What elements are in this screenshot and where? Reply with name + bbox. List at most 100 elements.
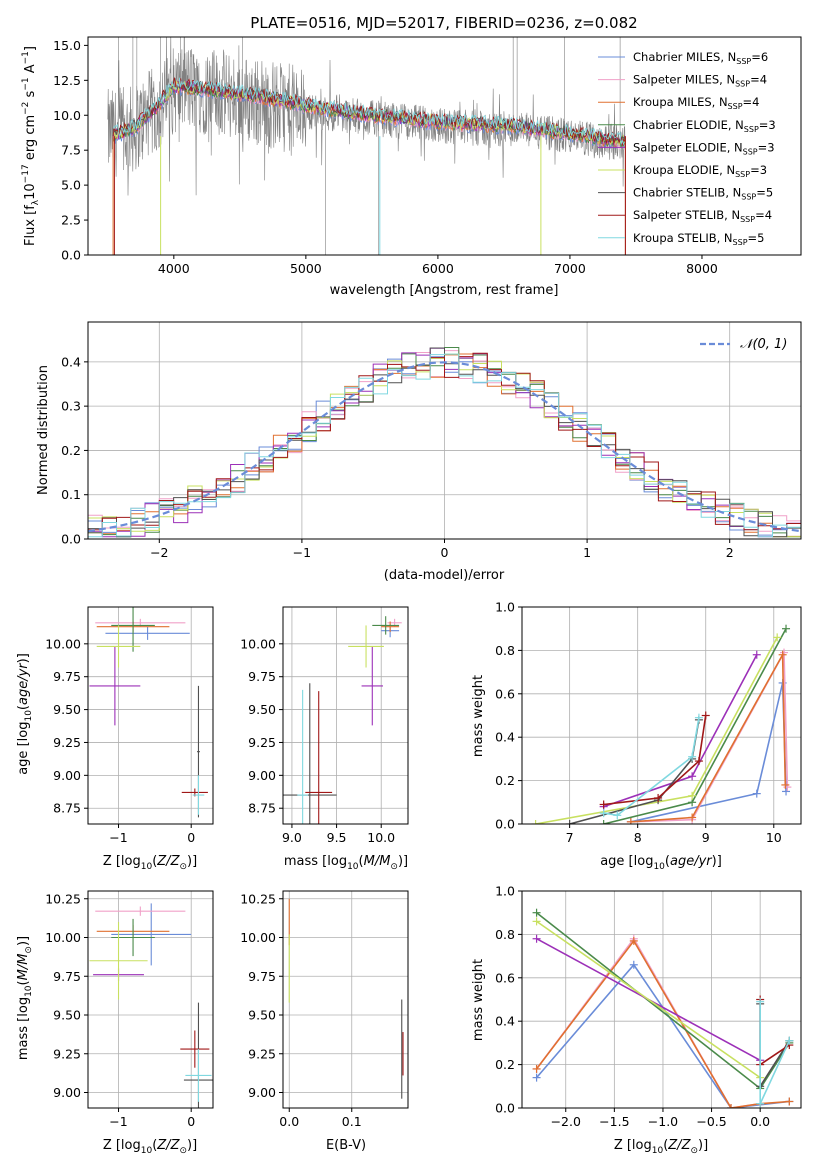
mass-weight-marker bbox=[599, 820, 608, 824]
legend-label: Salpeter STELIB, NSSP=4 bbox=[633, 208, 772, 224]
y-tick-label: 7.5 bbox=[61, 143, 81, 158]
errorbar-point bbox=[89, 922, 148, 1000]
spectrum-title: PLATE=0516, MJD=52017, FIBERID=0236, z=0… bbox=[250, 14, 637, 32]
y-tick-label: 0.4 bbox=[495, 1014, 515, 1029]
age-z-xlabel: Z [log10(Z/Z⊙)] bbox=[103, 854, 197, 872]
mass-z-xlabel: Z [log10(Z/Z⊙)] bbox=[103, 1138, 197, 1156]
mass-weight-line bbox=[759, 1001, 791, 1105]
legend-label: Kroupa ELODIE, NSSP=3 bbox=[633, 163, 767, 179]
x-tick-label: −2 bbox=[150, 545, 168, 560]
weight-age-ylabel: mass weight bbox=[471, 675, 486, 757]
y-tick-label: 9.00 bbox=[53, 768, 81, 783]
mass-weight-marker bbox=[531, 820, 540, 824]
legend-label: Salpeter MILES, NSSP=4 bbox=[633, 73, 767, 89]
mass-weight-marker bbox=[532, 1064, 541, 1073]
errorbar-point bbox=[348, 625, 384, 668]
y-tick-label: 0.6 bbox=[495, 970, 515, 985]
x-tick-label: 9.0 bbox=[282, 830, 302, 845]
mass-weight-marker bbox=[532, 1073, 541, 1082]
mass-weight-marker bbox=[688, 752, 697, 761]
errorbar-point bbox=[192, 775, 205, 815]
spectrum-panel: PLATE=0516, MJD=52017, FIBERID=0236, z=0… bbox=[21, 14, 802, 298]
model-spectrum-line bbox=[112, 79, 626, 147]
mass-weight-line bbox=[603, 654, 758, 808]
mass-weight-line bbox=[535, 939, 790, 1108]
x-tick-label: 7000 bbox=[554, 261, 586, 276]
y-tick-label: 0.2 bbox=[495, 1057, 515, 1072]
residuals-panel: −2 −1 0 1 2 0.0 0.1 0.2 0.3 0.4 (data-model)/erro… bbox=[36, 321, 802, 583]
errorbar-point bbox=[105, 626, 190, 640]
y-tick-label: 1.0 bbox=[495, 600, 515, 615]
spectrum-legend: Chabrier MILES, NSSP=6 Salpeter MILES, NS… bbox=[598, 50, 776, 247]
spectrum-xlabel: wavelength [Angstrom, rest frame] bbox=[330, 283, 559, 298]
y-tick-label: 10.00 bbox=[45, 636, 81, 651]
y-tick-label: 9.25 bbox=[248, 735, 276, 750]
mass-weight-marker bbox=[752, 650, 761, 659]
y-tick-label: 8.75 bbox=[53, 801, 81, 816]
y-tick-label: 1.0 bbox=[495, 884, 515, 899]
errorbar-point bbox=[185, 1049, 212, 1102]
weight-age-xlabel: age [log10(age/yr)] bbox=[600, 854, 722, 872]
residual-histogram bbox=[88, 352, 801, 531]
legend-label: Salpeter ELODIE, NSSP=3 bbox=[633, 140, 775, 156]
y-tick-label: 10.25 bbox=[45, 891, 81, 906]
y-tick-label: 9.00 bbox=[248, 1085, 276, 1100]
y-tick-label: 9.25 bbox=[53, 735, 81, 750]
x-tick-label: 0.1 bbox=[342, 1114, 362, 1129]
mass-weight-marker bbox=[599, 809, 608, 818]
x-tick-label: 5000 bbox=[290, 261, 322, 276]
y-tick-label: 9.75 bbox=[53, 669, 81, 684]
y-tick-label: 0.3 bbox=[61, 399, 81, 414]
mass-weight-marker bbox=[785, 1097, 794, 1106]
y-tick-label: 9.00 bbox=[248, 768, 276, 783]
weight-z-ylabel: mass weight bbox=[471, 959, 486, 1041]
age-z-ylabel: age [log10(age/yr)] bbox=[16, 653, 34, 775]
model-spectrum-line bbox=[112, 77, 626, 146]
mass-weight-marker bbox=[599, 800, 608, 809]
age-mass-panel: 9.0 9.5 10.0 8.75 9.00 9.25 9.50 9.75 10.00 mass… bbox=[240, 606, 409, 872]
mass-weight-marker bbox=[532, 908, 541, 917]
x-tick-label: 10 bbox=[766, 830, 782, 845]
y-tick-label: 10.00 bbox=[240, 636, 276, 651]
mass-weight-marker bbox=[626, 817, 635, 824]
y-tick-label: 12.5 bbox=[53, 73, 81, 88]
y-tick-label: 0.8 bbox=[495, 927, 515, 942]
y-tick-label: 0.6 bbox=[495, 686, 515, 701]
residuals-legend: 𝒩(0, 1) bbox=[700, 337, 787, 352]
mass-weight-marker bbox=[654, 793, 663, 802]
x-tick-label: 0 bbox=[187, 830, 195, 845]
x-tick-label: 1 bbox=[583, 545, 591, 560]
x-tick-label: −1.5 bbox=[599, 1114, 629, 1129]
errorbar-point bbox=[305, 691, 333, 824]
mass-z-ylabel: mass [log10(M/M⊙)] bbox=[16, 936, 34, 1060]
x-tick-label: 8 bbox=[634, 830, 642, 845]
mass-weight-marker bbox=[779, 648, 788, 657]
mass-weight-marker bbox=[613, 811, 622, 820]
errorbar-point bbox=[111, 918, 155, 957]
x-tick-label: −0.5 bbox=[696, 1114, 726, 1129]
spectrum-ylabel: Flux [fλ10−17 erg cm−2 s−1 A−1] bbox=[21, 46, 41, 246]
y-tick-label: 10.00 bbox=[240, 930, 276, 945]
legend-label: Chabrier ELODIE, NSSP=3 bbox=[633, 118, 776, 134]
x-tick-label: 4000 bbox=[158, 261, 190, 276]
mass-weight-marker bbox=[727, 1104, 736, 1108]
legend-label: Chabrier MILES, NSSP=6 bbox=[633, 50, 768, 66]
mass-weight-marker bbox=[532, 934, 541, 943]
y-tick-label: 9.00 bbox=[53, 1085, 81, 1100]
y-tick-label: 9.75 bbox=[248, 669, 276, 684]
x-tick-label: −1 bbox=[293, 545, 311, 560]
weight-z-panel: −2.0 −1.5 −1.0 −0.5 0.0 0.0 0.2 0.4 0.6 0.8 1.0 Z … bbox=[471, 884, 802, 1156]
y-tick-label: 0.4 bbox=[61, 354, 81, 369]
x-tick-label: 0 bbox=[187, 1114, 195, 1129]
residual-histogram bbox=[88, 347, 801, 538]
mass-weight-marker bbox=[694, 757, 703, 766]
y-tick-label: 9.50 bbox=[248, 702, 276, 717]
mass-weight-marker bbox=[785, 1036, 794, 1045]
errorbar-point bbox=[111, 903, 192, 966]
gaussian-legend-label: 𝒩(0, 1) bbox=[740, 337, 787, 352]
mass-weight-line bbox=[603, 715, 707, 806]
x-tick-label: 9.5 bbox=[327, 830, 347, 845]
mass-weight-marker bbox=[688, 791, 697, 800]
mass-weight-line bbox=[603, 717, 700, 817]
mass-weight-line bbox=[603, 628, 787, 824]
